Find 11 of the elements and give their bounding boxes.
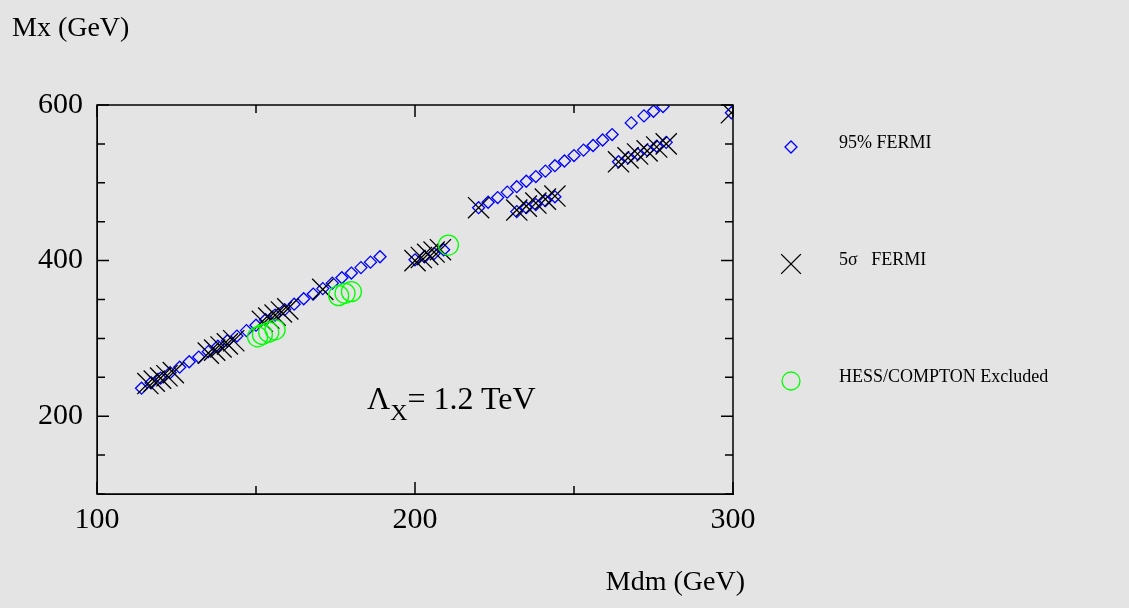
legend-label: HESS/COMPTON Excluded <box>839 365 1049 386</box>
legend-label: 5σ FERMI <box>839 248 927 269</box>
y-axis-title: Mx (GeV) <box>12 11 130 42</box>
legend-label: 95% FERMI <box>839 131 932 152</box>
x-tick-label: 100 <box>74 500 120 534</box>
x-axis-title: Mdm (GeV) <box>605 565 745 596</box>
y-tick-label: 400 <box>38 241 83 275</box>
y-tick-label: 600 <box>38 85 83 119</box>
y-tick-label: 200 <box>38 397 83 431</box>
x-tick-label: 200 <box>392 500 438 534</box>
x-tick-label: 300 <box>710 500 756 534</box>
